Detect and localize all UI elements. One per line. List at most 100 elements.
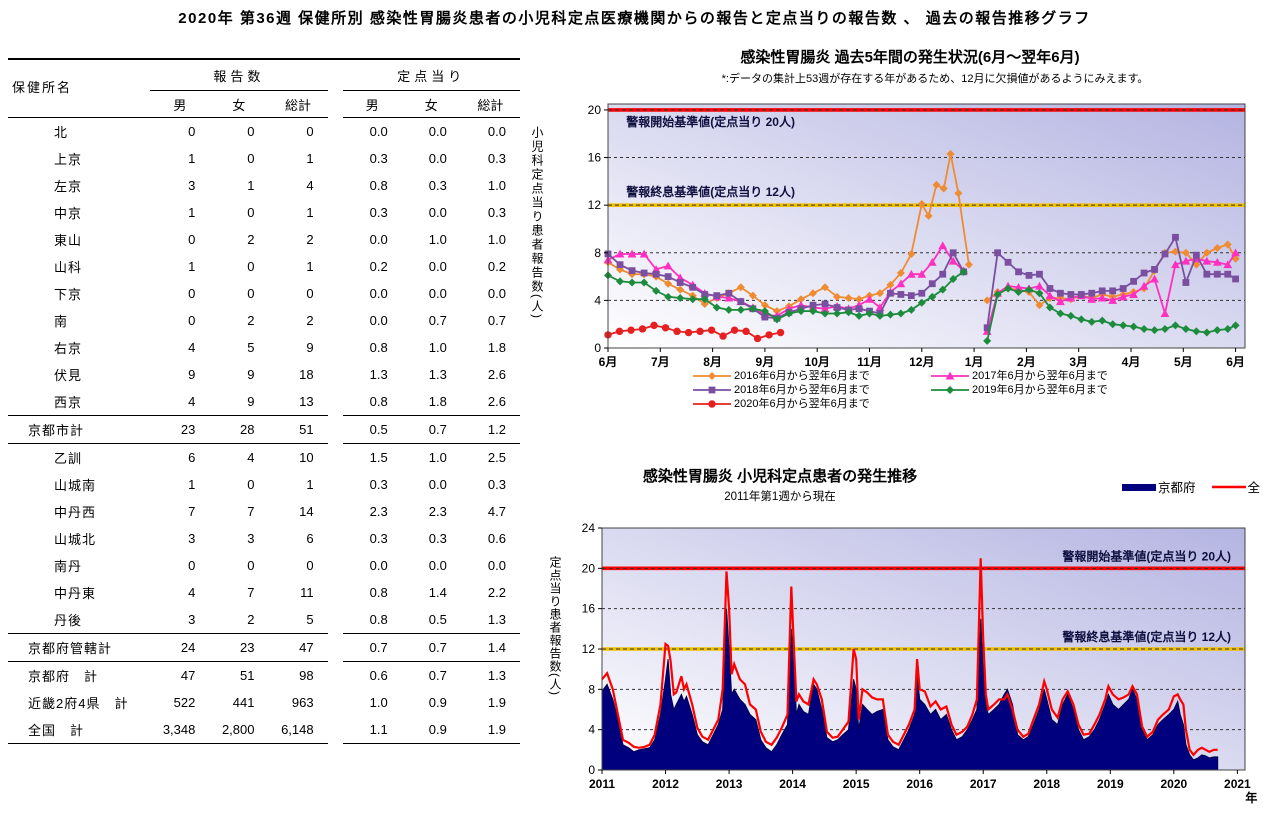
value-cell: 1.8 xyxy=(487,340,506,355)
value-cell: 0 xyxy=(247,259,255,274)
legend-label: 2019年6月から翌年6月まで xyxy=(972,384,1108,396)
value-cell: 0 xyxy=(188,124,196,139)
diamond-marker xyxy=(865,309,874,318)
value-cell: 1 xyxy=(188,205,196,220)
square-marker xyxy=(1172,233,1179,241)
triangle-marker xyxy=(917,269,927,278)
value-cell: 9 xyxy=(188,367,196,382)
value-cell: 1 xyxy=(306,151,314,166)
diamond-marker xyxy=(993,290,1002,299)
value-cell: 0 xyxy=(188,313,196,328)
x-tick-label: 9月 xyxy=(756,355,775,368)
square-marker xyxy=(725,289,733,297)
diamond-marker xyxy=(855,311,864,320)
diamond-marker xyxy=(1035,301,1044,310)
value-cell: 0.8 xyxy=(369,612,388,627)
value-cell: 0.0 xyxy=(428,124,447,139)
value-cell: 0.7 xyxy=(428,668,447,683)
square-marker xyxy=(1151,266,1158,273)
diamond-marker xyxy=(724,305,733,314)
table-row: 山城南 1 0 1 0.3 0.0 0.3 xyxy=(8,471,520,498)
diamond-marker xyxy=(809,289,818,298)
female-header: 女 xyxy=(209,90,269,118)
diamond-marker xyxy=(932,180,941,189)
value-cell: 0.5 xyxy=(428,612,447,627)
circle-marker xyxy=(638,325,647,333)
alert-label: 警報開始基準値(定点当り 20人) xyxy=(625,114,795,129)
y-tick-label: 24 xyxy=(582,521,596,535)
value-cell: 5 xyxy=(247,340,255,355)
value-cell: 0.8 xyxy=(369,394,388,409)
legend-item: 2018年6月から翌年6月まで xyxy=(692,383,930,397)
x-tick-label: 1月 xyxy=(965,355,984,368)
value-cell: 0.0 xyxy=(369,286,388,301)
diamond-marker xyxy=(1098,316,1107,325)
square-marker xyxy=(1046,285,1054,292)
triangle-marker xyxy=(615,249,625,258)
x-tick-label: 2016 xyxy=(906,777,933,791)
square-marker xyxy=(708,386,716,394)
diamond-marker xyxy=(946,149,955,158)
square-marker xyxy=(1025,271,1033,279)
value-cell: 0.3 xyxy=(487,151,506,166)
diamond-marker xyxy=(1056,309,1065,318)
reports-group-header: 報告数 xyxy=(150,58,328,91)
column-gap xyxy=(328,498,343,525)
row-label: 下京 xyxy=(54,287,83,302)
value-cell: 9 xyxy=(247,367,255,382)
value-cell: 1.0 xyxy=(369,695,388,710)
circle-marker xyxy=(753,334,762,343)
column-gap xyxy=(328,388,343,416)
square-marker xyxy=(1161,250,1169,258)
legend-item: 2019年6月から翌年6月まで xyxy=(930,383,1168,397)
value-cell: 3 xyxy=(188,531,196,546)
triangle-marker xyxy=(1129,290,1139,298)
column-gap xyxy=(327,58,343,91)
value-cell: 6,148 xyxy=(268,716,328,744)
table-row: 伏見 9 9 18 1.3 1.3 2.6 xyxy=(8,361,520,388)
diamond-marker xyxy=(736,305,745,314)
diamond-marker xyxy=(1014,288,1023,297)
value-cell: 0.8 xyxy=(369,178,388,193)
diamond-marker xyxy=(1192,327,1201,336)
value-cell: 13 xyxy=(299,394,314,409)
column-gap xyxy=(328,634,343,662)
square-marker xyxy=(652,270,660,278)
value-cell: 2.5 xyxy=(487,450,506,465)
diamond-marker xyxy=(708,372,716,380)
legend-item: 2017年6月から翌年6月まで xyxy=(930,369,1168,383)
x-tick-label: 8月 xyxy=(703,355,722,368)
area-swatch-icon xyxy=(1122,483,1156,491)
value-cell: 0.7 xyxy=(428,313,447,328)
row-label: 山城北 xyxy=(54,532,97,547)
diamond-marker xyxy=(664,292,673,301)
five-year-chart-legend: 2016年6月から翌年6月まで 2017年6月から翌年6月まで 2018年6月から翌… xyxy=(692,369,1168,411)
diamond-marker xyxy=(844,294,853,303)
column-gap xyxy=(328,307,343,334)
table-row: 中京 1 0 1 0.3 0.0 0.3 xyxy=(8,199,520,226)
column-gap xyxy=(328,226,343,253)
value-cell: 1.3 xyxy=(369,367,388,382)
value-cell: 1.3 xyxy=(487,612,506,627)
square-marker xyxy=(1056,289,1064,297)
square-marker xyxy=(689,283,697,291)
value-cell: 4 xyxy=(188,340,196,355)
row-label: 丹後 xyxy=(54,613,83,628)
value-cell: 0 xyxy=(247,151,255,166)
value-cell: 0.3 xyxy=(369,205,388,220)
diamond-marker xyxy=(796,307,805,316)
value-cell: 0 xyxy=(188,286,196,301)
triangle-marker xyxy=(1139,281,1149,290)
square-marker xyxy=(918,289,926,297)
diamond-marker xyxy=(917,298,926,307)
diamond-marker xyxy=(1035,289,1044,298)
triangle-marker xyxy=(1150,274,1159,283)
row-label: 北 xyxy=(54,125,69,140)
value-cell: 1.0 xyxy=(487,232,506,247)
x-tick-label: 3月 xyxy=(1069,355,1088,368)
value-cell: 0 xyxy=(247,558,255,573)
y-tick-label: 12 xyxy=(588,198,602,212)
square-marker xyxy=(1004,258,1012,266)
five-year-chart-ylabel: 小児科定点当り患者報告数(人) xyxy=(530,126,544,320)
value-cell: 1.9 xyxy=(460,716,520,744)
